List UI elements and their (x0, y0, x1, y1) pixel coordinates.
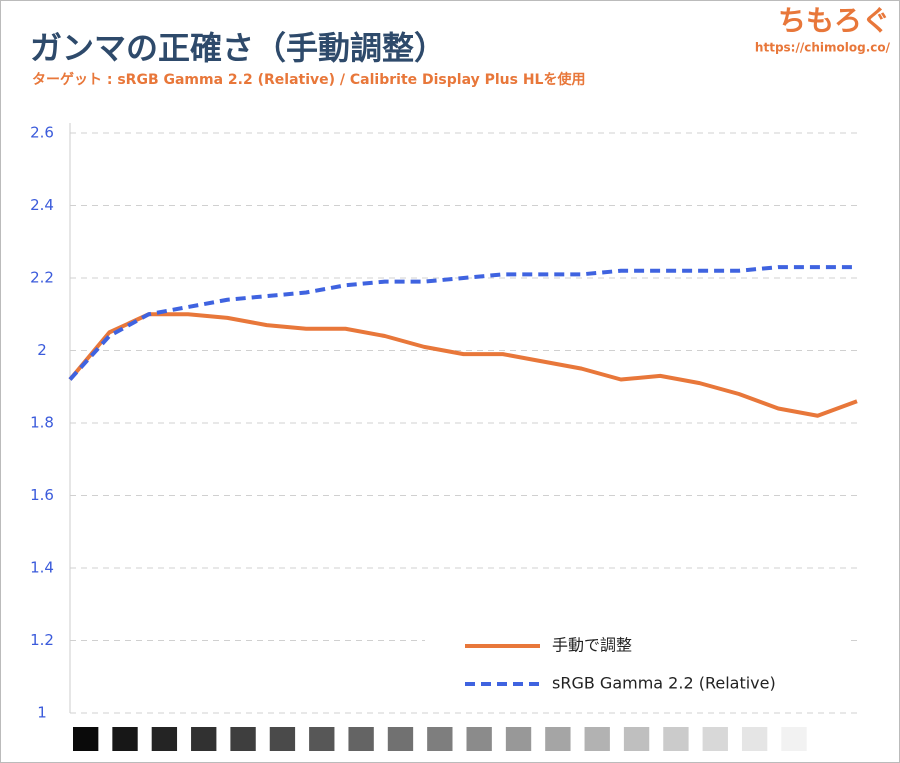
chart-title: ガンマの正確さ（手動調整） (30, 29, 446, 67)
y-tick-label: 1 (37, 704, 47, 722)
gray-swatch (741, 727, 768, 751)
gray-swatch (348, 727, 374, 751)
gray-swatch (309, 727, 335, 751)
gray-swatch (505, 727, 532, 751)
y-tick-label: 2.6 (30, 124, 54, 142)
gray-swatch (427, 727, 453, 751)
logo: ちもろぐ (778, 4, 890, 37)
gray-swatch (466, 727, 492, 751)
gray-swatch (545, 727, 571, 751)
legend-box (425, 620, 850, 706)
gray-swatch (73, 727, 99, 751)
gray-swatch (702, 727, 728, 751)
y-tick-label: 1.8 (30, 414, 54, 432)
y-tick-label: 2 (37, 341, 47, 359)
series-line (68, 312, 858, 418)
gray-swatch (230, 727, 256, 751)
gray-swatch (269, 727, 296, 751)
chart-subtitle: ターゲット : sRGB Gamma 2.2 (Relative) / Cali… (32, 71, 585, 88)
series-line (68, 265, 857, 381)
y-tick-label: 2.4 (30, 196, 54, 214)
gray-swatch (781, 727, 807, 751)
y-tick-label: 1.2 (30, 631, 54, 649)
gray-swatch (663, 727, 689, 751)
gray-swatch (623, 727, 650, 751)
y-tick-label: 1.6 (30, 486, 54, 504)
gray-swatch (191, 727, 217, 751)
gray-swatch (820, 727, 846, 751)
y-tick-label: 1.4 (30, 559, 54, 577)
gray-swatch (584, 727, 610, 751)
legend-label: 手動で調整 (552, 636, 632, 655)
legend-label: sRGB Gamma 2.2 (Relative) (552, 674, 776, 693)
gray-swatch (151, 727, 178, 751)
gray-swatch (387, 727, 414, 751)
y-tick-label: 2.2 (30, 269, 54, 287)
logo-url: https://chimolog.co/ (755, 41, 891, 55)
gray-swatch (112, 727, 138, 751)
